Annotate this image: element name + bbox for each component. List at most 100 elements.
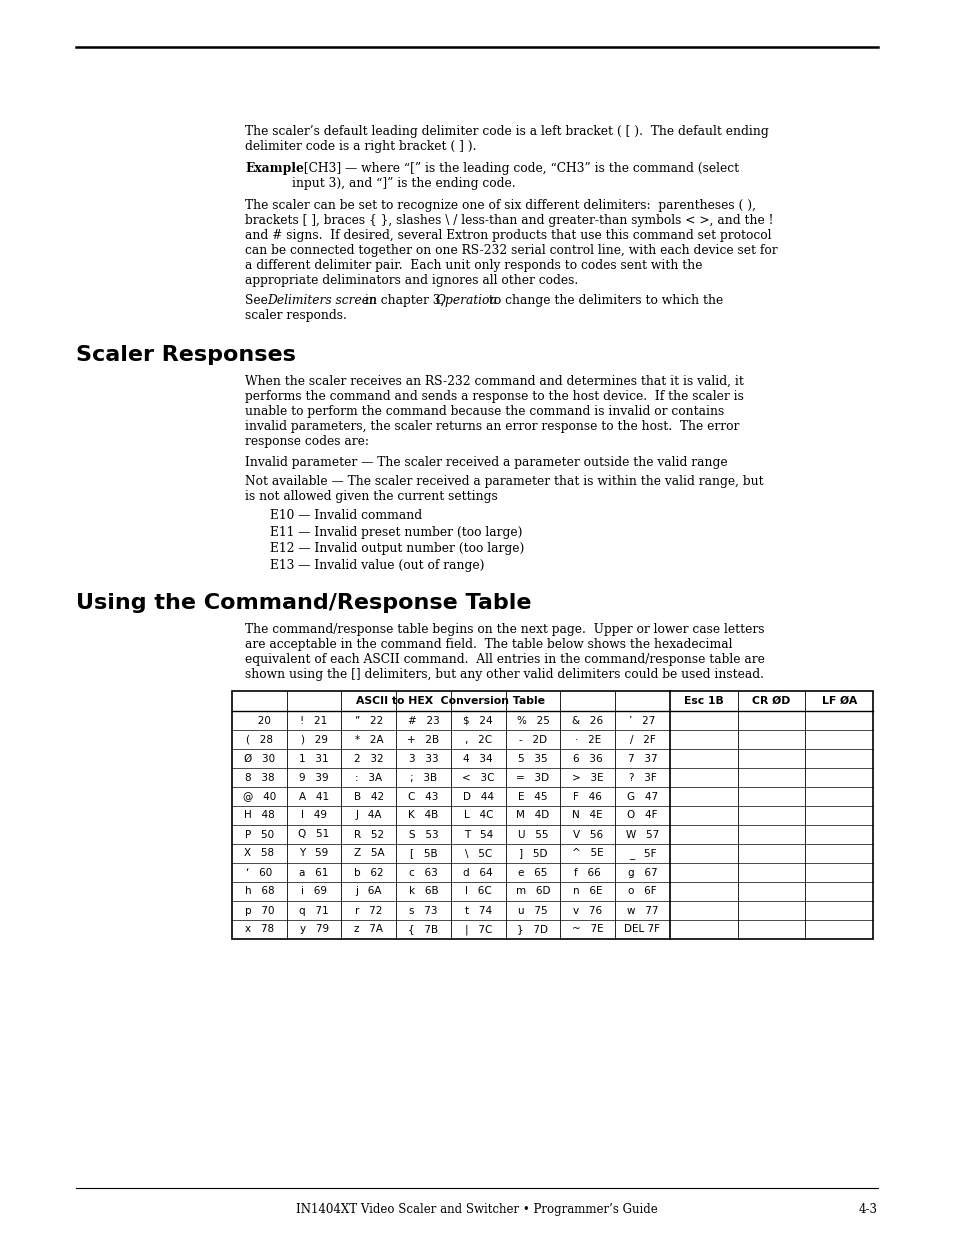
- Text: E10 — Invalid command: E10 — Invalid command: [270, 509, 421, 522]
- Text: +   2B: + 2B: [407, 735, 439, 745]
- Text: E13 — Invalid value (out of range): E13 — Invalid value (out of range): [270, 558, 484, 572]
- Text: 6   36: 6 36: [573, 753, 602, 763]
- Text: ‘   60: ‘ 60: [246, 867, 273, 878]
- Text: *   2A: * 2A: [355, 735, 383, 745]
- Text: 3   33: 3 33: [408, 753, 437, 763]
- Text: ;   3B: ; 3B: [410, 773, 436, 783]
- Text: E   45: E 45: [517, 792, 547, 802]
- Text: i   69: i 69: [301, 887, 327, 897]
- Text: x   78: x 78: [245, 925, 274, 935]
- Text: m   6D: m 6D: [516, 887, 550, 897]
- Text: 2   32: 2 32: [354, 753, 383, 763]
- Text: See: See: [245, 294, 272, 308]
- Text: ]   5D: ] 5D: [518, 848, 547, 858]
- Text: J   4A: J 4A: [355, 810, 381, 820]
- Text: f   66: f 66: [574, 867, 600, 878]
- Text: E11 — Invalid preset number (too large): E11 — Invalid preset number (too large): [270, 526, 522, 538]
- Text: <   3C: < 3C: [461, 773, 494, 783]
- Text: {   7B: { 7B: [408, 925, 438, 935]
- Text: Z   5A: Z 5A: [354, 848, 384, 858]
- Text: The command/response table begins on the next page.  Upper or lower case letters: The command/response table begins on the…: [245, 622, 764, 680]
- Text: a   61: a 61: [299, 867, 329, 878]
- Text: P   50: P 50: [245, 830, 274, 840]
- Text: D   44: D 44: [462, 792, 494, 802]
- Text: y   79: y 79: [299, 925, 328, 935]
- Text: h   68: h 68: [244, 887, 274, 897]
- Text: F   46: F 46: [573, 792, 601, 802]
- Text: in chapter 3,: in chapter 3,: [360, 294, 448, 308]
- Text: to change the delimiters to which the: to change the delimiters to which the: [484, 294, 722, 308]
- Text: @   40: @ 40: [242, 792, 275, 802]
- Text: 8   38: 8 38: [244, 773, 274, 783]
- Text: ”   22: ” 22: [355, 715, 382, 725]
- Text: DEL 7F: DEL 7F: [624, 925, 659, 935]
- Text: The scaler’s default leading delimiter code is a left bracket ( [ ).  The defaul: The scaler’s default leading delimiter c…: [245, 125, 768, 153]
- Text: Invalid parameter — The scaler received a parameter outside the valid range: Invalid parameter — The scaler received …: [245, 456, 727, 468]
- Text: L   4C: L 4C: [463, 810, 493, 820]
- Text: Delimiters screen: Delimiters screen: [267, 294, 376, 308]
- Text: o   6F: o 6F: [627, 887, 656, 897]
- Text: [   5B: [ 5B: [409, 848, 436, 858]
- Text: v   76: v 76: [573, 905, 601, 915]
- Text: %   25: % 25: [516, 715, 549, 725]
- Text: V   56: V 56: [572, 830, 602, 840]
- Text: 5   35: 5 35: [517, 753, 547, 763]
- Text: Q   51: Q 51: [298, 830, 330, 840]
- Text: 9   39: 9 39: [299, 773, 329, 783]
- Text: /   2F: / 2F: [629, 735, 655, 745]
- Text: G   47: G 47: [626, 792, 658, 802]
- Text: E12 — Invalid output number (too large): E12 — Invalid output number (too large): [270, 542, 524, 555]
- Text: Y   59: Y 59: [299, 848, 329, 858]
- Text: M   4D: M 4D: [516, 810, 549, 820]
- Text: w   77: w 77: [626, 905, 658, 915]
- Text: (   28: ( 28: [246, 735, 273, 745]
- Text: }   7D: } 7D: [517, 925, 548, 935]
- Text: ·   2E: · 2E: [574, 735, 600, 745]
- Text: N   4E: N 4E: [572, 810, 602, 820]
- Text: U   55: U 55: [517, 830, 548, 840]
- Text: ~   7E: ~ 7E: [571, 925, 603, 935]
- Text: S   53: S 53: [408, 830, 437, 840]
- Text: R   52: R 52: [354, 830, 383, 840]
- Text: Esc 1B: Esc 1B: [683, 697, 722, 706]
- Text: Scaler Responses: Scaler Responses: [76, 345, 295, 366]
- Text: u   75: u 75: [517, 905, 547, 915]
- Text: B   42: B 42: [354, 792, 383, 802]
- Text: -   2D: - 2D: [518, 735, 546, 745]
- Text: $   24: $ 24: [463, 715, 493, 725]
- Text: X   58: X 58: [244, 848, 274, 858]
- Text: The scaler can be set to recognize one of six different delimiters:  parentheses: The scaler can be set to recognize one o…: [245, 199, 777, 287]
- Text: K   4B: K 4B: [408, 810, 438, 820]
- Text: !   21: ! 21: [300, 715, 328, 725]
- Text: 1   31: 1 31: [299, 753, 329, 763]
- Text: \   5C: \ 5C: [464, 848, 492, 858]
- Text: d   64: d 64: [463, 867, 493, 878]
- Text: _   5F: _ 5F: [628, 848, 656, 860]
- Text: k   6B: k 6B: [408, 887, 437, 897]
- Text: C   43: C 43: [408, 792, 438, 802]
- Text: Ø   30: Ø 30: [244, 753, 274, 763]
- Text: ?   3F: ? 3F: [628, 773, 656, 783]
- Text: =   3D: = 3D: [516, 773, 549, 783]
- Text: When the scaler receives an RS-232 command and determines that it is valid, it
p: When the scaler receives an RS-232 comma…: [245, 375, 743, 448]
- Text: Example: Example: [245, 162, 304, 175]
- Text: Using the Command/Response Table: Using the Command/Response Table: [76, 593, 531, 613]
- Text: LF ØA: LF ØA: [821, 697, 856, 706]
- Text: c   63: c 63: [409, 867, 437, 878]
- Text: 4   34: 4 34: [463, 753, 493, 763]
- Text: A   41: A 41: [298, 792, 329, 802]
- Text: #   23: # 23: [407, 715, 439, 725]
- Text: l   6C: l 6C: [464, 887, 491, 897]
- Text: b   62: b 62: [354, 867, 383, 878]
- Text: ,   2C: , 2C: [464, 735, 492, 745]
- Text: W   57: W 57: [625, 830, 659, 840]
- Text: |   7C: | 7C: [464, 924, 492, 935]
- Text: Operation: Operation: [436, 294, 497, 308]
- Text: 20: 20: [248, 715, 271, 725]
- Text: q   71: q 71: [299, 905, 329, 915]
- Text: s   73: s 73: [409, 905, 437, 915]
- Text: 4-3: 4-3: [858, 1203, 877, 1216]
- Text: >   3E: > 3E: [571, 773, 603, 783]
- Text: :  [CH3] — where “[” is the leading code, “CH3” is the command (select
input 3),: : [CH3] — where “[” is the leading code,…: [292, 162, 739, 190]
- Bar: [232, 692, 872, 939]
